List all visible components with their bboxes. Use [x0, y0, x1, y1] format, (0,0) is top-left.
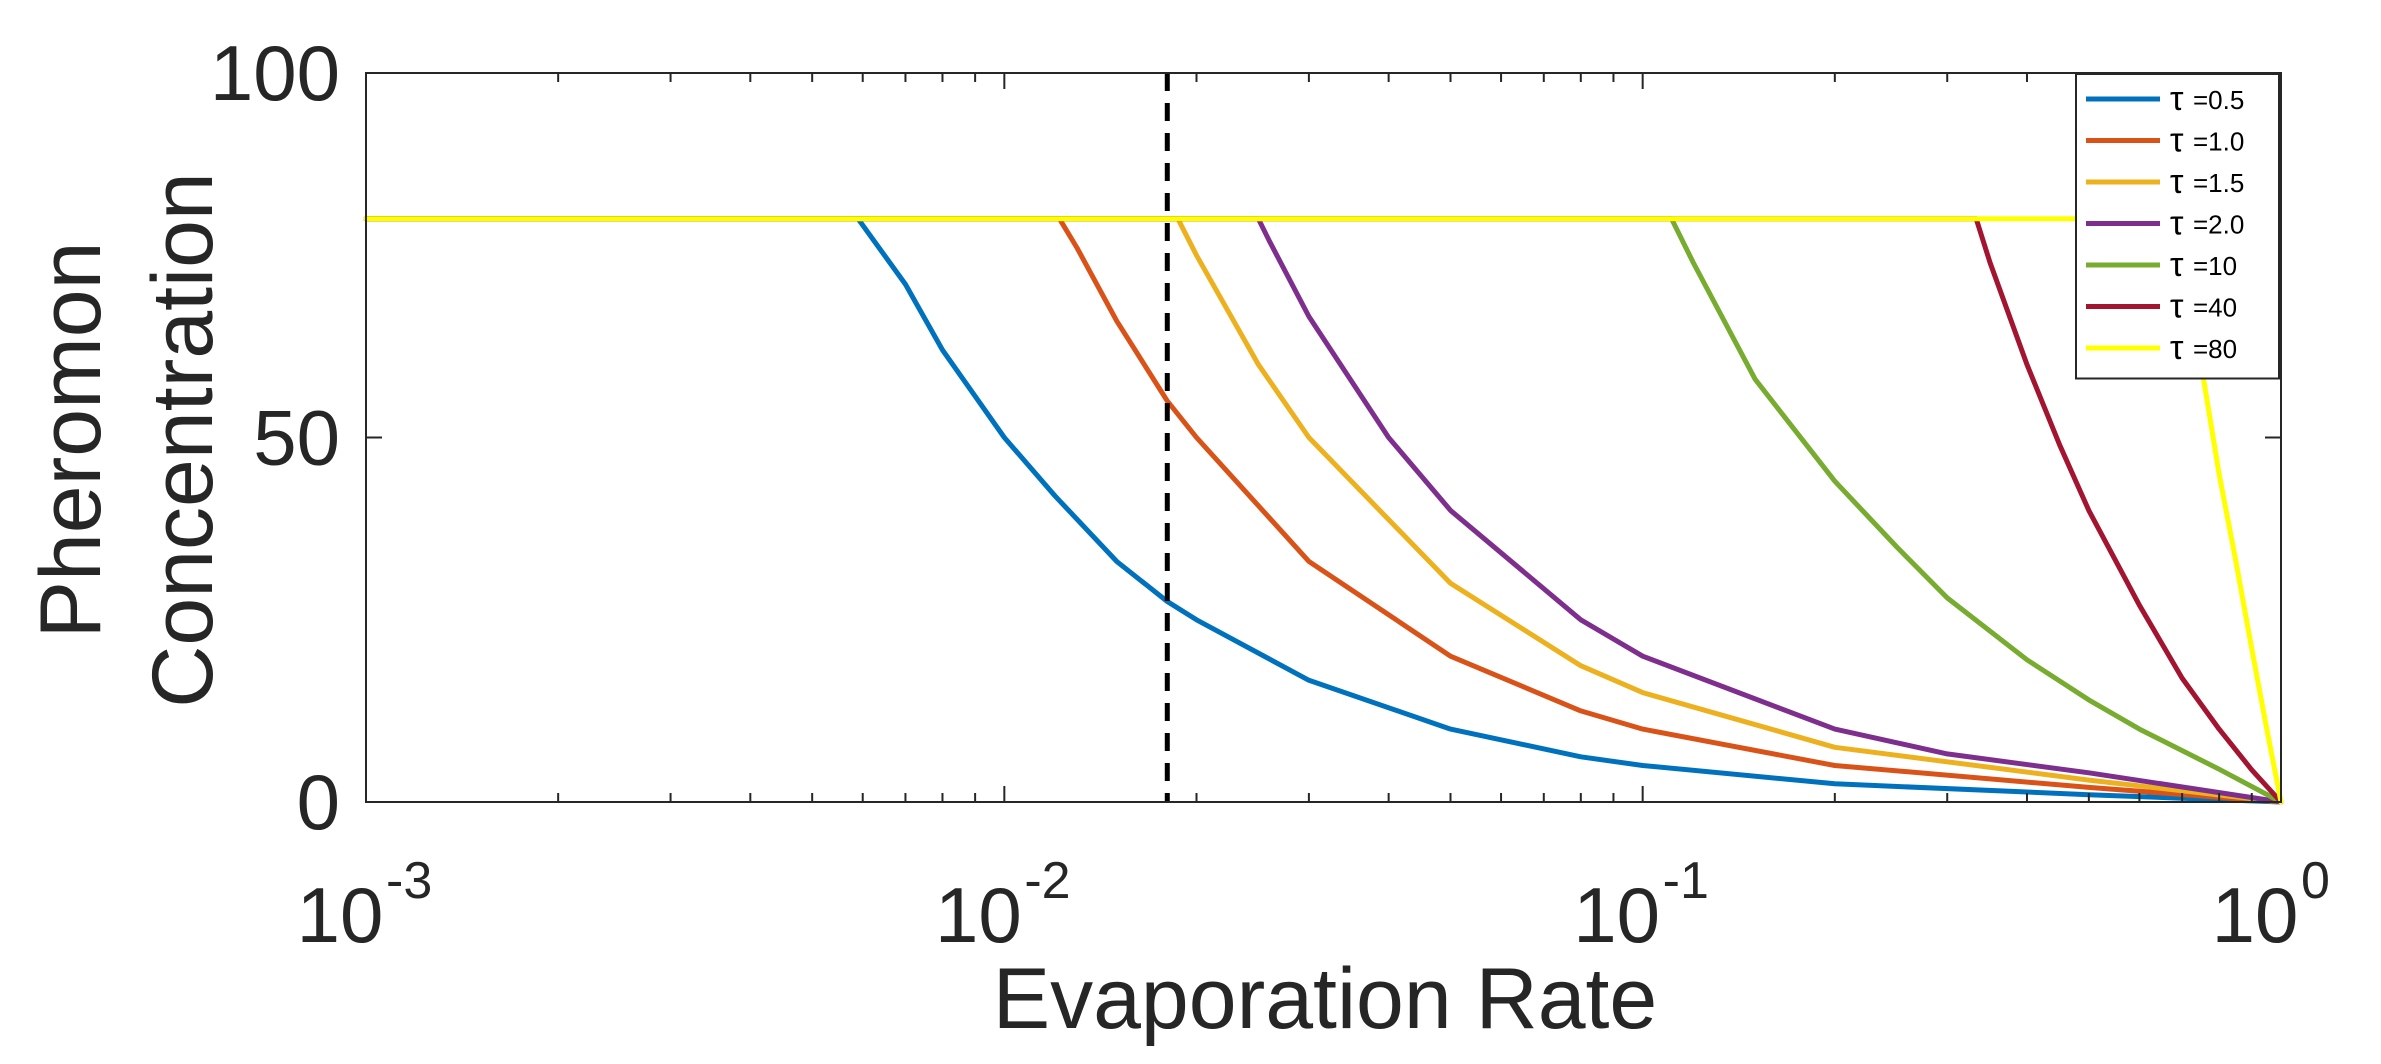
series-line-5 [363, 216, 2284, 805]
x-tick-label: 10 [2212, 871, 2299, 959]
series-line-7 [363, 216, 2284, 805]
series-line-3 [363, 216, 2284, 805]
legend-tau-symbol: τ [2170, 163, 2184, 201]
legend-label-2: =1.0 [2193, 127, 2244, 157]
legend-tau-symbol: τ [2170, 246, 2184, 284]
legend-label-4: =2.0 [2193, 210, 2244, 240]
y-axis-label-line-2: Concentration [135, 172, 231, 707]
y-tick-label: 0 [297, 758, 340, 846]
legend: τ =0.5 τ =1.0 τ =1.5 τ =2.0 τ =10 τ =40 τ =80 [2075, 73, 2280, 380]
x-tick-label: 10 [1573, 871, 1660, 959]
x-tick-label-exponent: -2 [1024, 852, 1070, 910]
series-line-4 [363, 216, 2284, 805]
curves-layer [363, 216, 2284, 805]
x-axis-label: Evaporation Rate [993, 951, 1658, 1047]
y-tick-label: 100 [210, 29, 340, 117]
y-axis-label-line-1: Pheromon [23, 242, 119, 639]
series-line-2 [363, 216, 2284, 805]
legend-tau-symbol: τ [2170, 205, 2184, 243]
tick-marks [365, 72, 2282, 803]
legend-tau-symbol: τ [2170, 80, 2184, 118]
legend-box [2075, 73, 2280, 380]
x-tick-label-exponent: -3 [386, 852, 432, 910]
x-tick-label-exponent: -1 [1663, 852, 1709, 910]
axes-frame [365, 72, 2282, 803]
x-tick-label: 10 [935, 871, 1022, 959]
y-tick-labels: 0 50 100 [210, 29, 340, 846]
legend-label-6: =40 [2193, 293, 2237, 323]
series-line-6 [363, 216, 2284, 805]
x-tick-label: 10 [297, 871, 384, 959]
plot-box [365, 72, 2282, 803]
legend-label-3: =1.5 [2193, 168, 2244, 198]
legend-label-5: =10 [2193, 251, 2237, 281]
legend-tau-symbol: τ [2170, 122, 2184, 160]
legend-tau-symbol: τ [2170, 288, 2184, 326]
y-tick-label: 50 [253, 394, 340, 482]
x-tick-label-exponent: 0 [2301, 852, 2330, 910]
legend-label-1: =0.5 [2193, 85, 2244, 115]
legend-label-7: =80 [2193, 334, 2237, 364]
series-line-1 [363, 216, 2284, 805]
legend-tau-symbol: τ [2170, 329, 2184, 367]
x-tick-labels: 10 -3 10 -2 10 -1 10 0 [297, 852, 2330, 959]
